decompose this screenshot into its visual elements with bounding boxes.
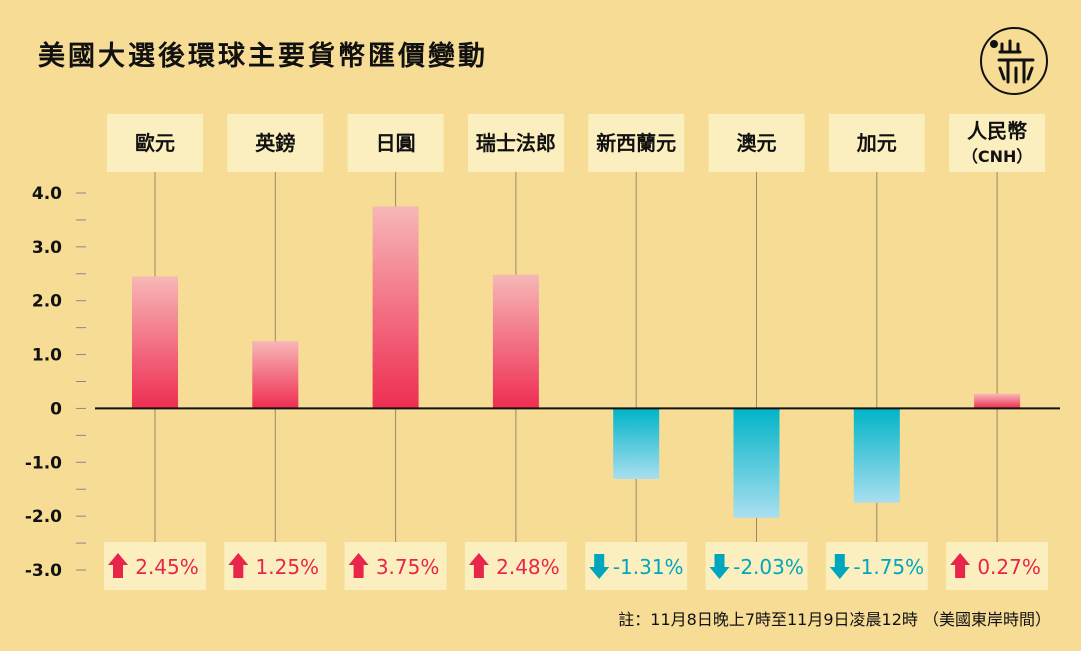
arrow-down-icon [829,554,850,579]
value-label: -1.75% [853,555,924,579]
category-label: 澳元 [737,131,777,155]
y-tick-label: -3.0 [25,561,62,581]
footnote: 註：11月8日晚上7時至11月9日凌晨12時 （美國東岸時間） [618,610,1051,629]
category-label-box [949,114,1046,172]
value-label: 3.75% [376,555,440,579]
y-tick-label: 0 [50,399,62,419]
value-label: -2.03% [733,555,804,579]
bar-5 [733,408,780,518]
category-label: 歐元 [135,131,175,155]
arrow-up-icon [108,553,128,578]
logo [980,27,1050,101]
value-labels: 2.45% 1.25% 3.75% 2.48% -1.31% -2.03% -1.75% 0.… [104,542,1049,590]
bar-7 [974,393,1021,409]
arrow-down-icon [709,554,730,579]
category-label: 人民幣 [967,119,1027,143]
arrow-up-icon [228,553,249,578]
y-tick-label: -1.0 [25,453,62,473]
y-tick-label: 2.0 [32,292,62,312]
value-label: -1.31% [613,555,684,579]
category-label: 新西蘭元 [596,131,676,155]
bar-1 [252,341,299,409]
value-label: 2.48% [496,555,560,579]
category-label: 英鎊 [255,131,295,155]
bar-3 [492,274,539,409]
category-label-box [467,114,564,172]
bar-2 [372,206,419,409]
bars [132,206,1021,518]
value-label: 0.27% [977,555,1041,579]
arrow-up-icon [468,553,489,578]
category-label-box [828,114,925,172]
y-tick-label: -2.0 [25,507,62,527]
y-tick-label: 4.0 [32,184,62,204]
category-label-box [347,114,444,172]
category-label-box [107,114,203,172]
y-tick-label: 3.0 [32,238,62,258]
y-axis: 4.0 3.0 2.0 1.0 0 -1.0 -2.0 -3.0 [25,184,86,581]
category-label: 日圓 [376,131,416,155]
arrow-down-icon [589,554,610,579]
category-label-box [588,114,685,172]
value-label: 1.25% [256,555,320,579]
category-label: 加元 [856,131,897,155]
arrow-up-icon [950,553,971,578]
arrow-up-icon [348,553,369,578]
y-tick-label: 1.0 [32,346,62,366]
bar-0 [132,276,178,409]
bar-4 [613,408,660,479]
category-sublabel: （CNH） [962,147,1033,166]
bar-6 [853,408,900,503]
value-label: 2.45% [135,555,199,579]
category-labels: 歐元 英鎊 日圓 瑞士法郎 新西蘭元 澳元 加元 人民幣 （CNH） [107,114,1046,172]
category-label-box [227,114,324,172]
category-label-box [708,114,805,172]
category-label: 瑞士法郎 [476,131,556,155]
chart-title: 美國大選後環球主要貨幣匯價變動 [38,41,488,72]
